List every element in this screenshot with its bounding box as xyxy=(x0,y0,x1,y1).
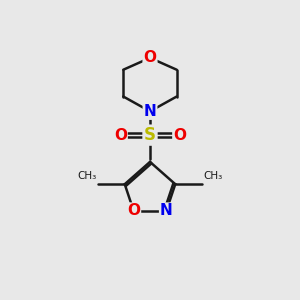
Text: O: O xyxy=(114,128,127,142)
Text: N: N xyxy=(144,104,156,119)
Text: CH₃: CH₃ xyxy=(203,171,223,181)
Text: S: S xyxy=(144,126,156,144)
Text: O: O xyxy=(143,50,157,65)
Text: O: O xyxy=(173,128,186,142)
Text: CH₃: CH₃ xyxy=(77,171,97,181)
Text: O: O xyxy=(127,203,140,218)
Text: N: N xyxy=(160,203,173,218)
